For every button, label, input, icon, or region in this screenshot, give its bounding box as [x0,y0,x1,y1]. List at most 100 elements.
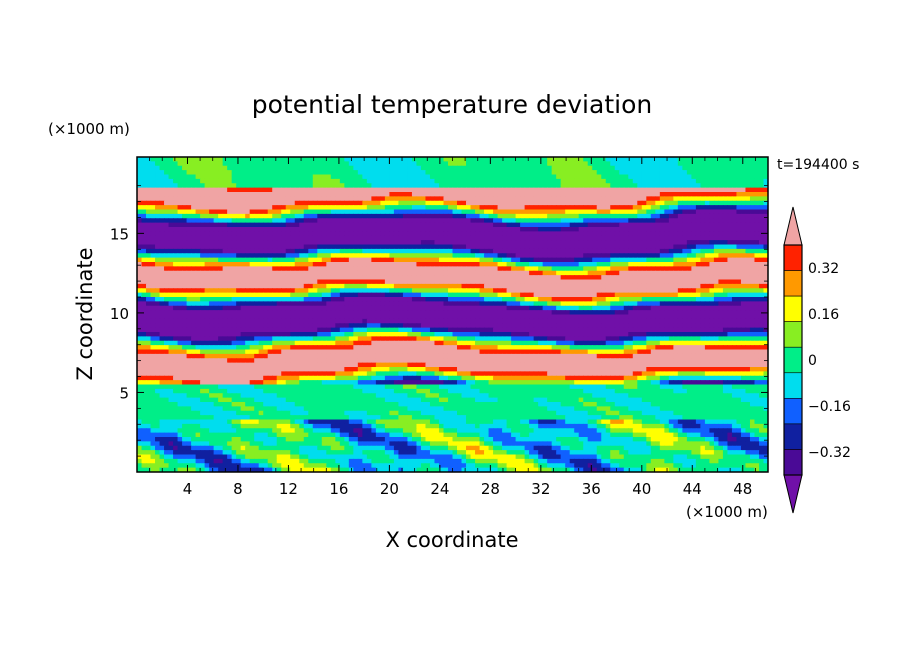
field-cell [695,200,701,206]
field-cell [547,248,553,254]
field-cell [438,301,445,307]
field-cell [695,266,701,272]
field-cell [479,257,485,263]
field-cell [159,248,165,254]
field-cell [375,222,381,228]
field-cell [538,200,544,206]
field-cell [366,187,372,193]
field-cell [344,257,350,263]
field-cell [159,235,165,241]
field-cell [502,174,508,180]
field-cell [677,248,683,254]
field-cell [479,174,485,180]
field-cell [610,161,616,167]
field-cell [542,218,548,224]
field-cell [335,270,341,276]
field-cell [240,248,246,254]
field-cell [380,305,386,311]
field-cell [502,262,508,267]
field-cell [646,262,652,267]
field-cell [267,161,273,167]
field-cell [366,301,372,307]
field-cell [285,310,291,316]
field-cell [655,288,661,294]
field-cell [438,235,445,241]
field-cell [182,283,188,289]
field-cell [186,292,192,298]
field-cell [695,248,701,254]
field-cell [560,248,566,254]
field-cell [569,279,575,285]
field-cell [137,253,143,259]
field-cell [420,235,427,241]
field-cell [249,288,255,294]
field-cell [677,200,683,206]
field-cell [668,266,674,272]
field-cell [245,310,251,316]
field-cell [695,288,701,294]
field-cell [168,270,174,276]
field-cell [605,244,611,250]
field-cell [637,178,643,184]
field-cell [488,227,494,232]
field-cell [168,279,174,285]
field-cell [515,183,521,189]
field-cell [547,231,553,237]
field-cell [515,266,521,272]
field-cell [317,262,323,267]
field-cell [655,305,661,311]
field-cell [321,301,327,307]
field-cell [371,227,377,232]
field-cell [668,170,674,176]
field-cell [578,305,584,311]
field-cell [754,301,760,307]
field-cell [758,240,765,246]
field-cell [479,266,485,272]
field-cell [668,288,674,294]
field-cell [704,222,711,228]
field-cell [610,275,616,281]
field-cell [263,257,269,263]
field-cell [371,253,377,259]
field-cell [326,161,332,167]
field-cell [673,275,679,281]
field-cell [168,183,174,189]
field-cell [610,205,616,211]
field-cell [533,174,539,180]
field-cell [731,244,738,250]
field-cell [393,218,400,224]
field-cell [758,270,765,276]
field-cell [429,244,436,250]
field-cell [749,240,756,246]
field-cell [493,209,499,215]
field-cell [245,266,251,272]
field-cell [141,235,147,241]
field-cell [547,240,553,246]
field-cell [299,283,305,289]
field-cell [357,165,363,171]
field-cell [200,161,206,167]
field-cell [371,305,377,311]
field-cell [317,270,323,276]
field-cell [308,231,314,237]
field-cell [587,288,593,294]
field-cell [529,205,535,211]
field-cell [155,178,161,184]
field-cell [438,213,445,219]
field-cell [569,165,575,171]
field-cell [601,178,607,184]
field-cell [258,209,264,215]
field-cell [209,235,215,241]
field-cell [632,174,638,180]
field-cell [493,183,499,189]
field-cell [583,200,589,206]
field-cell [731,200,738,206]
field-cell [502,292,508,298]
field-cell [650,161,656,167]
field-cell [466,178,472,184]
field-cell [583,192,589,197]
field-cell [222,222,228,228]
field-cell [330,297,336,302]
field-cell [632,218,638,224]
field-cell [339,192,345,197]
